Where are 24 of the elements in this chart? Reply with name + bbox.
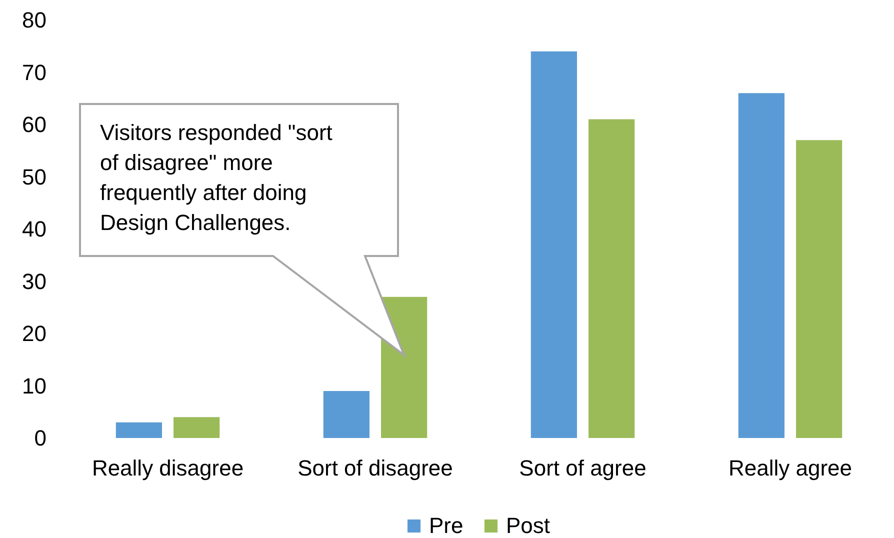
bar: [381, 296, 428, 438]
y-tick-label: 20: [22, 321, 46, 346]
annotation: Visitors responded "sort of disagree" more frequently after doing Design Challenges.: [100, 120, 332, 235]
legend-label: Post: [506, 513, 550, 538]
y-tick-label: 0: [34, 426, 46, 450]
y-tick-label: 50: [22, 164, 46, 190]
y-tick-label: 70: [22, 60, 46, 85]
x-tick-label: Sort of agree: [519, 456, 646, 480]
bar: [738, 93, 784, 438]
bar: [323, 390, 370, 438]
y-tick-label: 80: [22, 8, 46, 32]
bar: [588, 119, 635, 438]
x-tick-label: Really disagree: [92, 456, 244, 480]
y-tick-label: 30: [22, 268, 46, 294]
bar: [530, 51, 577, 438]
y-tick-label: 10: [22, 373, 46, 398]
y-tick-label: 40: [22, 216, 46, 242]
bar: [116, 422, 162, 438]
y-tick-label: 60: [22, 112, 46, 137]
x-tick-label: Sort of disagree: [298, 456, 453, 480]
legend-label: Pre: [429, 513, 464, 538]
bar: [796, 140, 842, 438]
x-tick-label: Really agree: [728, 456, 852, 480]
bar: [174, 417, 220, 438]
